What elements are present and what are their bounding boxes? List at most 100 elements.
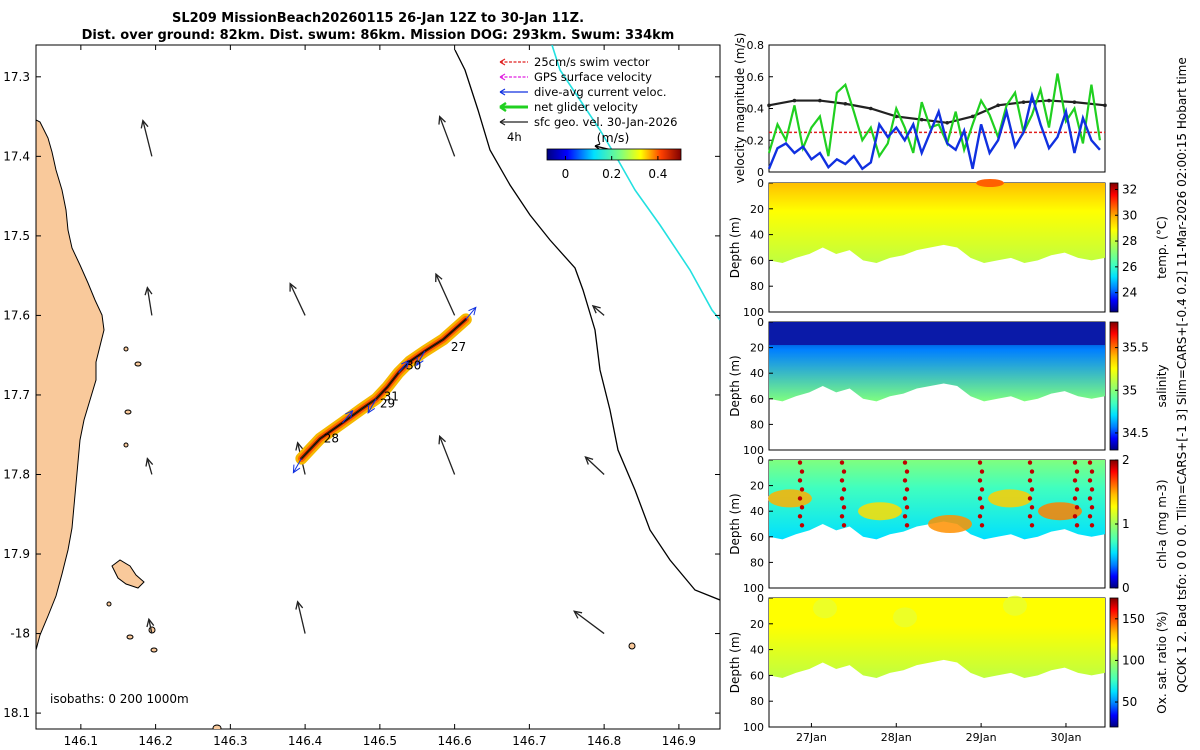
- legend-dive: dive-avg current veloc.: [499, 85, 667, 99]
- legend-net-label: net glider velocity: [534, 100, 638, 114]
- chl-maximum-patch: [858, 502, 902, 521]
- glider-track-cyan: [551, 45, 720, 321]
- legend-geo-label: sfc geo. vel. 30-Jan-2026: [534, 115, 678, 129]
- speed-colorbar: [546, 148, 682, 161]
- dive-current-vector-shaft: [416, 350, 426, 366]
- dive-current-vector-head: [401, 359, 410, 369]
- legend-geo: sfc geo. vel. 30-Jan-2026: [499, 115, 678, 129]
- geo-velocity-point: [792, 98, 797, 103]
- chl-spike-point: [841, 469, 847, 474]
- chl-spike-point: [799, 523, 805, 528]
- map-y-tick-label: 17.5: [3, 229, 30, 243]
- geo-velocity-vector-head: [435, 272, 443, 283]
- section-colorbar-label: chl-a (mg m-3): [1155, 479, 1169, 568]
- section-panel-2: 0 20 40 60 80 100 Depth (m) 34.5 35 35.5 salinity: [728, 316, 1169, 457]
- chl-spike-point: [902, 460, 908, 465]
- speed-colorbar-ticks: 0 0.2 0.4: [562, 156, 667, 181]
- qc-note: QCOK 1 2. Bad tsfo: 0 0 0 0. Tlim=CARS+[…: [1175, 57, 1189, 693]
- oxygen-high-patch: [893, 607, 917, 628]
- chl-spike-point: [977, 514, 983, 519]
- dive-current-vector-head: [367, 404, 376, 414]
- geo-velocity-vector-shaft: [146, 287, 153, 316]
- chl-spike-point: [797, 514, 803, 519]
- geo-velocity-vector-head: [145, 457, 154, 467]
- chl-maximum-patch: [1038, 502, 1082, 521]
- dive-current-vector: [342, 409, 354, 424]
- map-y-tick-label: 18.1: [3, 706, 30, 720]
- colorbar-tick-label: 30: [1122, 208, 1137, 222]
- geo-velocity-point: [1021, 100, 1026, 104]
- geo-velocity-vector-shaft: [142, 120, 153, 157]
- map-y-tick-label: 17.4: [3, 149, 30, 163]
- geo-velocity-vector-head: [146, 617, 155, 628]
- chl-spike-point: [1027, 478, 1033, 483]
- geo-velocity-point: [767, 103, 771, 108]
- section-colorbar: [1109, 597, 1119, 728]
- isobaths-label: isobaths: 0 200 1000m: [50, 692, 189, 706]
- colorbar-units-label: (m/s): [597, 130, 630, 145]
- track-day-label: 29: [380, 397, 395, 411]
- section-y-tick-label: 20: [750, 342, 764, 355]
- map-y-tick-label: 17.3: [3, 70, 30, 84]
- chl-spike-point: [1074, 469, 1080, 474]
- geo-velocity-point: [1072, 100, 1077, 104]
- map-x-tick-label: 146.5: [363, 734, 397, 748]
- chl-spike-point: [904, 469, 910, 474]
- dive-current-vector: [367, 398, 377, 414]
- chl-spike-point: [1072, 460, 1078, 465]
- section-water-column: [769, 460, 1105, 540]
- section-x-tick-label: 27Jan: [796, 731, 827, 744]
- geo-velocity-vector-shaft: [297, 601, 306, 634]
- chl-maximum-patch: [768, 489, 812, 508]
- chl-spike-point: [1087, 460, 1093, 465]
- colorbar-tick-label: 0.4: [648, 167, 667, 181]
- chl-spike-point: [1087, 514, 1093, 519]
- geo-velocity-vector-head: [295, 441, 304, 451]
- velocity-y-tick-label: 0: [757, 166, 764, 179]
- dive-current-vector-head: [416, 357, 424, 367]
- chl-spike-point: [1029, 505, 1035, 510]
- geo-velocity-vector: [573, 610, 605, 635]
- salinity-fresh-layer: [769, 322, 1105, 346]
- section-y-tick-label: 60: [750, 531, 764, 544]
- geo-velocity-vector-head: [140, 119, 149, 129]
- section-y-tick-label: 0: [757, 177, 764, 190]
- section-colorbar-label: Ox. sat. ratio (%): [1155, 611, 1169, 713]
- geo-velocity-vector: [584, 455, 605, 475]
- geo-velocity-vector: [438, 434, 456, 475]
- geo-velocity-point: [970, 114, 975, 119]
- section-y-tick-label: 40: [750, 505, 764, 518]
- map-y-tick-label: 17.6: [3, 308, 30, 322]
- chl-spike-point: [1087, 478, 1093, 483]
- map-x-tick-label: 146.9: [662, 734, 696, 748]
- chl-spike-point: [1072, 478, 1078, 483]
- figure-title-line1: SL209 MissionBeach20260115 26-Jan 12Z to…: [172, 11, 584, 26]
- chl-spike-point: [839, 460, 845, 465]
- geo-velocity-vector-head: [584, 455, 594, 465]
- legend-gps-label: GPS surface velocity: [534, 70, 652, 84]
- section-panel-4: 0 20 40 60 80 100 Depth (m) 50 100 150 Ox. sat. ra…: [728, 592, 1169, 744]
- chl-spike-point: [1089, 487, 1095, 492]
- geo-velocity-point: [869, 106, 873, 111]
- chl-spike-point: [904, 523, 910, 528]
- map-x-tick-label: 146.7: [512, 734, 546, 748]
- chl-spike-point: [977, 496, 983, 501]
- figure-title-line2: Dist. over ground: 82km. Dist. swum: 86k…: [82, 28, 675, 43]
- map-x-tick-label: 146.8: [587, 734, 621, 748]
- geo-velocity-vector: [435, 272, 456, 316]
- dive-current-vector-shaft: [342, 410, 353, 424]
- legend-swim: 25cm/s swim vector: [499, 55, 650, 69]
- chl-spike-point: [1089, 469, 1095, 474]
- section-y-tick-label: 100: [743, 582, 764, 595]
- velocity-y-tick-label: 0.8: [747, 39, 765, 52]
- section-y-tick-label: 80: [750, 556, 764, 569]
- colorbar-tick-label: 35.5: [1122, 341, 1149, 355]
- section-y-tick-label: 80: [750, 695, 764, 708]
- legend-dive-label: dive-avg current veloc.: [534, 85, 667, 99]
- chl-spike-point: [1027, 496, 1033, 501]
- dive-current-vector: [465, 306, 477, 320]
- chl-maximum-patch: [988, 489, 1032, 508]
- chl-spike-point: [1074, 505, 1080, 510]
- chl-spike-point: [1029, 469, 1035, 474]
